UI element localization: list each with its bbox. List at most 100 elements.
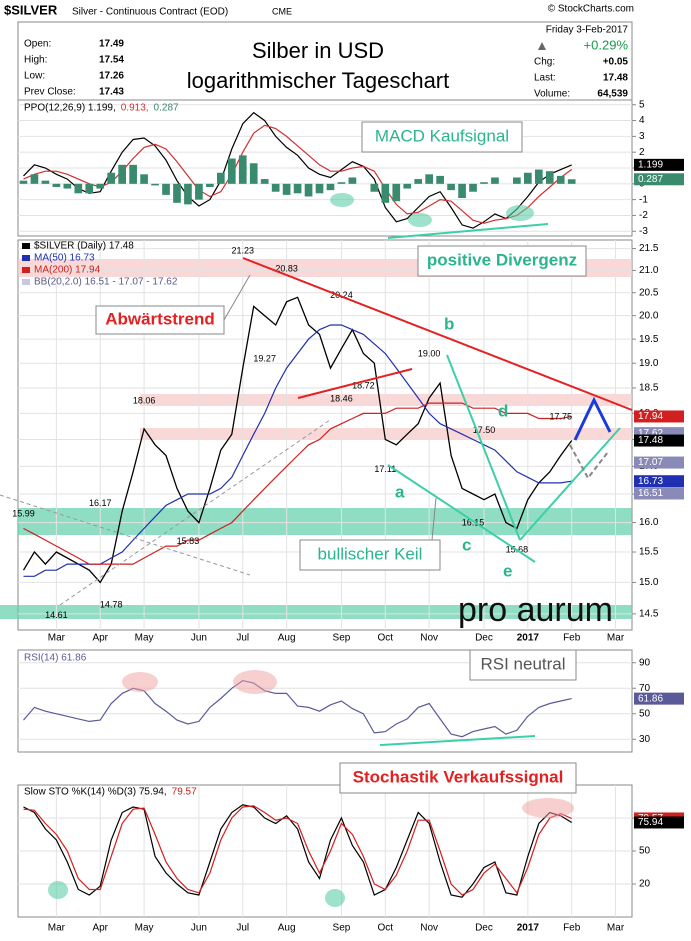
- logo: pro aurum: [458, 591, 613, 629]
- signal-highlight: [48, 881, 68, 899]
- value-tag-label: 17.94: [638, 411, 663, 422]
- x-tick-label: Nov: [420, 633, 438, 644]
- histogram-bar: [107, 172, 116, 184]
- y-tick-label: 3: [639, 131, 645, 142]
- histogram-bar: [30, 174, 39, 184]
- series-line: [22, 296, 573, 584]
- price-label: 17.50: [473, 425, 496, 435]
- histogram-bar: [315, 183, 324, 194]
- stat-label: Last:: [534, 73, 556, 84]
- histogram-bar: [85, 183, 94, 194]
- histogram-bar: [447, 183, 455, 191]
- change-percent: +0.29%: [584, 37, 629, 52]
- price-label: 20.24: [330, 290, 353, 300]
- histogram-bar: [19, 180, 28, 184]
- histogram-bar: [151, 183, 159, 186]
- histogram-bar: [293, 183, 302, 194]
- legend-label: PPO(12,26,9) 1.199,: [24, 103, 116, 114]
- legend-swatch: [22, 243, 30, 249]
- forecast-arrow: [569, 444, 609, 480]
- y-tick-label: 19.5: [639, 334, 659, 345]
- price-label: 18.06: [133, 396, 156, 406]
- histogram-bar: [129, 164, 137, 184]
- legend-swatch: [22, 267, 30, 273]
- histogram-bar: [469, 183, 477, 192]
- x-tick-label: Oct: [378, 633, 394, 644]
- signal-highlight: [330, 193, 354, 207]
- quote-date: Friday 3-Feb-2017: [546, 25, 629, 36]
- annotation-box: [361, 121, 523, 153]
- value-tag-label: 17.62: [638, 428, 663, 439]
- histogram-bar: [162, 183, 170, 195]
- x-tick-label: 2017: [517, 633, 540, 644]
- annotation: positive Divergenz: [427, 250, 577, 269]
- y-tick-label: 2: [639, 147, 645, 158]
- y-tick-label: 90: [639, 657, 651, 668]
- histogram-bar: [63, 183, 72, 189]
- histogram-bar: [195, 183, 203, 200]
- legend-label: 0.287: [154, 103, 179, 114]
- annotation: MACD Kaufsignal: [375, 126, 509, 145]
- value-tag: [634, 487, 684, 500]
- signal-highlight: [122, 672, 158, 692]
- value-tag: [634, 173, 684, 186]
- price-label: 14.61: [45, 610, 68, 620]
- histogram-bar: [96, 183, 105, 189]
- signal-highlight: [233, 670, 277, 694]
- annotation: RSI neutral: [480, 654, 565, 673]
- price-label: 18.72: [352, 380, 375, 390]
- y-tick-label: 50: [639, 708, 651, 719]
- x-tick-label: Mar: [48, 633, 66, 644]
- value-tag-label: 16.51: [638, 488, 663, 499]
- annotation-subtitle: logarithmischer Tageschart: [187, 68, 450, 93]
- price-label: 16.17: [89, 498, 112, 508]
- wave-label: a: [395, 482, 405, 501]
- series-line: [23, 805, 572, 896]
- x-tick-label: Aug: [278, 633, 296, 644]
- histogram-bar: [513, 177, 521, 184]
- x-tick-label: Jun: [191, 923, 207, 934]
- x-tick-label: Sep: [333, 923, 351, 934]
- x-tick-label: 2017: [517, 923, 540, 934]
- histogram-bar: [206, 183, 214, 187]
- annotation: bullischer Keil: [318, 544, 423, 563]
- resistance-zone: [140, 394, 632, 406]
- x-tick-label: Apr: [92, 923, 108, 934]
- trend-line: [0, 494, 251, 576]
- header-box: [17, 21, 633, 101]
- y-tick-label: 15.0: [639, 577, 659, 588]
- y-tick-label: 50: [639, 846, 651, 857]
- y-tick-label: 20.5: [639, 287, 659, 298]
- y-tick-label: 70: [639, 683, 651, 694]
- series-line: [23, 111, 572, 229]
- value-tag: [634, 475, 684, 488]
- price-label: 17.75: [549, 412, 572, 422]
- x-tick-label: Feb: [563, 633, 581, 644]
- histogram-bar: [370, 183, 379, 192]
- histogram-bar: [52, 183, 61, 187]
- histogram-bar: [173, 183, 181, 203]
- price-label: 20.83: [275, 263, 298, 273]
- instrument-name: Silver - Continuous Contract (EOD): [72, 7, 228, 18]
- price-label: 17.11: [374, 464, 396, 474]
- x-tick-label: May: [135, 633, 154, 644]
- price-label: 19.27: [253, 354, 276, 364]
- y-tick-label: 4: [639, 115, 645, 126]
- histogram-bar: [74, 183, 83, 194]
- series-line: [23, 402, 572, 565]
- x-tick-label: Mar: [607, 633, 625, 644]
- histogram-bar: [392, 183, 401, 202]
- y-tick-label: 18.5: [639, 383, 659, 394]
- histogram-bar: [304, 183, 313, 197]
- histogram-bar: [524, 172, 532, 184]
- value-tag: [634, 158, 684, 171]
- value-tag-label: 75.94: [638, 817, 663, 828]
- histogram-bar: [217, 172, 225, 184]
- y-tick-label: 20.0: [639, 310, 659, 321]
- histogram-bar: [118, 164, 126, 184]
- annotation: Stochastik Verkaufssignal: [353, 767, 564, 786]
- annotation-box: [339, 762, 577, 794]
- stat-label: Volume:: [534, 89, 570, 100]
- annotation-box: [299, 539, 441, 571]
- histogram-bar: [140, 174, 148, 184]
